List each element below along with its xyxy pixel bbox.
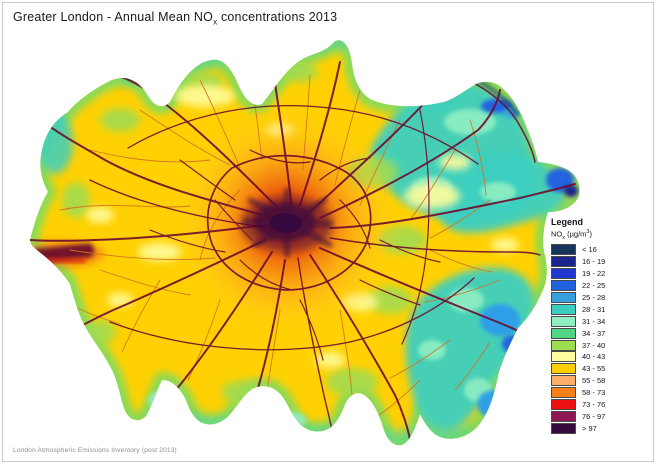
legend-title: Legend: [551, 217, 584, 227]
legend-item: 73 - 76: [551, 399, 653, 411]
legend-item: 25 - 28: [551, 292, 653, 304]
legend-color-swatch: [551, 422, 576, 434]
legend-range-label: 55 - 58: [582, 376, 606, 386]
legend-color-swatch: [551, 292, 576, 303]
legend-item: < 16: [551, 244, 653, 256]
legend-range-label: < 16: [582, 245, 597, 255]
page-title: Greater London - Annual Mean NOx concent…: [13, 10, 337, 27]
legend-item: 76 - 97: [551, 410, 653, 422]
legend-item: 34 - 37: [551, 327, 653, 339]
legend-range-label: 16 - 19: [582, 257, 606, 267]
central-core: [242, 187, 333, 258]
legend-range-label: 73 - 76: [582, 400, 606, 410]
legend-range-label: 34 - 37: [582, 328, 606, 338]
legend-range-label: 25 - 28: [582, 293, 606, 302]
legend-range-label: 43 - 55: [582, 364, 606, 374]
legend-item: 37 - 40: [551, 339, 653, 351]
legend-unit-superscript: 3: [586, 229, 590, 235]
legend-color-swatch: [551, 351, 576, 363]
page-title-subscript: x: [213, 17, 218, 27]
legend-color-swatch: [551, 363, 576, 375]
legend-range-label: 28 - 31: [582, 304, 606, 314]
legend-rows: < 16 16 - 19 19 - 22 22 - 25 25 - 28 28 …: [551, 244, 653, 434]
legend-range-label: 19 - 22: [582, 269, 606, 279]
legend-color-swatch: [551, 244, 576, 256]
legend-color-swatch: [551, 280, 576, 292]
legend-color-swatch: [551, 303, 576, 315]
legend-range-label: 31 - 34: [582, 316, 606, 326]
heathrow-hotspot: [30, 241, 104, 267]
legend-color-swatch: [551, 268, 576, 280]
legend-color-swatch: [551, 387, 576, 399]
legend-color-swatch: [551, 399, 576, 411]
legend-item: 40 - 43: [551, 351, 653, 363]
legend-item: 16 - 19: [551, 256, 653, 268]
legend-color-swatch: [551, 410, 576, 422]
legend-item: 55 - 58: [551, 375, 653, 387]
legend-range-label: 22 - 25: [582, 281, 606, 291]
legend-range-label: 76 - 97: [582, 411, 606, 421]
legend-item: 19 - 22: [551, 268, 653, 280]
page-title-suffix: concentrations 2013: [217, 10, 338, 24]
legend-range-label: > 97: [582, 423, 597, 433]
legend-unit-mid: (µg/m: [565, 229, 587, 239]
legend-color-swatch: [551, 315, 576, 327]
legend-unit-suffix: ): [589, 229, 592, 239]
legend-unit-label: NOx (µg/m3): [551, 229, 653, 241]
legend-range-label: 58 - 73: [582, 388, 606, 398]
legend-range-label: 37 - 40: [582, 340, 606, 350]
legend-color-swatch: [551, 375, 576, 387]
map-legend: Legend NOx (µg/m3) < 16 16 - 19 19 - 22 …: [551, 217, 653, 434]
teal-patch-west: [37, 110, 73, 174]
legend-item: 58 - 73: [551, 387, 653, 399]
legend-range-label: 40 - 43: [582, 352, 606, 362]
legend-item: > 97: [551, 422, 653, 434]
legend-unit-subscript: x: [562, 235, 565, 241]
legend-unit-prefix: NO: [551, 229, 563, 239]
legend-item: 28 - 31: [551, 303, 653, 315]
legend-color-swatch: [551, 339, 576, 351]
legend-item: 43 - 55: [551, 363, 653, 375]
page-title-text: Greater London - Annual Mean NO: [13, 10, 214, 24]
legend-item: 31 - 34: [551, 315, 653, 327]
legend-item: 22 - 25: [551, 280, 653, 292]
legend-color-swatch: [551, 256, 576, 268]
legend-color-swatch: [551, 327, 576, 339]
source-attribution: London Atmospheric Emissions Inventory (…: [13, 447, 177, 454]
